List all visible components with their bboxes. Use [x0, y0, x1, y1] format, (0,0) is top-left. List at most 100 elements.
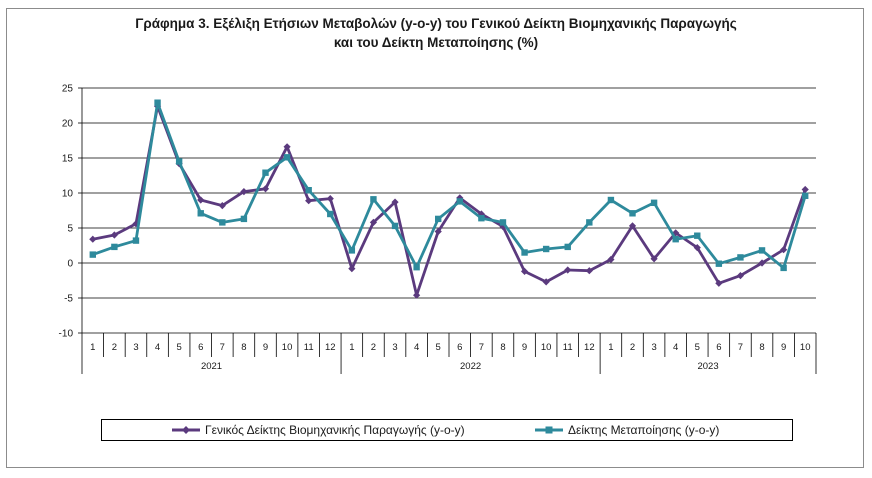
series-1-point [607, 196, 615, 204]
series-1-point [175, 158, 183, 165]
series-0-point [348, 265, 356, 273]
x-tick-label-month: 12 [325, 342, 336, 353]
x-tick-label-month: 10 [541, 342, 552, 353]
x-tick-label-year: 2021 [201, 361, 222, 372]
axes [78, 87, 817, 374]
legend-swatch-diamond [172, 426, 200, 434]
legend-swatch-square [535, 426, 563, 434]
y-tick-label: 0 [67, 259, 73, 270]
series-1-point [219, 219, 226, 226]
x-tick-label-month: 2 [630, 342, 635, 353]
y-tick-label: -10 [59, 329, 74, 340]
series-1-point [456, 198, 463, 205]
x-tick-label-month: 8 [241, 342, 246, 353]
gridlines [82, 87, 816, 334]
series-1-point [327, 210, 334, 218]
series-layer [89, 99, 809, 299]
x-tick-label-month: 9 [263, 342, 268, 353]
series-0-point [801, 185, 809, 194]
series-1-point [521, 249, 528, 256]
series-0-point [89, 235, 97, 243]
series-1-point [586, 219, 593, 226]
y-tick-label: 20 [62, 119, 74, 130]
x-tick-label-month: 3 [133, 342, 138, 353]
chart-title: Γράφημα 3. Εξέλιξη Ετήσιων Μεταβολών (y-… [0, 14, 872, 52]
series-1-point [240, 215, 248, 223]
x-tick-label-month: 1 [608, 342, 613, 353]
series-1-point [89, 251, 96, 258]
chart-title-line-2: και του Δείκτη Μεταποίησης (%) [333, 35, 539, 50]
series-0-point [391, 198, 399, 206]
series-0-point [780, 246, 788, 254]
series-1-point [370, 196, 377, 203]
series-0-point [413, 291, 421, 299]
series-0-point [585, 267, 593, 275]
series-0-point [218, 202, 226, 210]
x-tick-label-month: 5 [436, 342, 441, 353]
x-tick-label-month: 7 [738, 342, 743, 353]
series-1-point [672, 236, 679, 243]
x-tick-label-month: 9 [781, 342, 786, 353]
legend-label-industrial: Γενικός Δείκτης Βιομηχανικής Παραγωγής (… [205, 423, 465, 437]
x-tick-label-month: 8 [759, 342, 764, 353]
series-1-point [391, 222, 399, 230]
series-0-point [240, 188, 248, 196]
series-0-point [283, 143, 291, 151]
series-1-point [283, 154, 291, 161]
series-1-point [478, 215, 485, 222]
series-0-point [110, 231, 118, 239]
y-tick-labels: 25 20 15 10 5 0 -5 -10 [59, 84, 74, 340]
series-1-point [262, 169, 269, 176]
series-1-point [154, 99, 161, 106]
series-1-point [629, 210, 636, 217]
series-0-point [434, 227, 442, 236]
x-tick-label-year: 2022 [460, 361, 481, 372]
series-0-point [305, 197, 313, 205]
x-tick-label-month: 4 [414, 342, 419, 353]
x-tick-label-year: 2023 [697, 361, 718, 372]
x-tick-label-month: 10 [800, 342, 811, 353]
x-tick-label-month: 12 [584, 342, 595, 353]
x-tick-labels: 1 2 3 4 5 6 7 8 9 10 11 12 1 2 3 4 5 6 7 8 9 10 11 12 1 2 3 4 5 6 7 8 9 1… [90, 342, 810, 372]
x-tick-label-month: 6 [198, 342, 203, 353]
x-tick-label-month: 9 [522, 342, 527, 353]
series-1-point [694, 232, 701, 239]
x-tick-label-month: 6 [716, 342, 721, 353]
series-0-point [607, 255, 615, 264]
x-tick-label-month: 5 [176, 342, 181, 353]
y-tick-label: 5 [67, 224, 73, 235]
series-1-point [132, 237, 140, 244]
x-tick-label-month: 6 [457, 342, 462, 353]
series-1-point [802, 192, 809, 199]
x-tick-label-month: 4 [673, 342, 678, 353]
chart-title-line-1: Γράφημα 3. Εξέλιξη Ετήσιων Μεταβολών (y-… [135, 16, 737, 31]
x-tick-label-month: 3 [651, 342, 656, 353]
x-tick-label-month: 5 [695, 342, 700, 353]
series-1-point [650, 199, 658, 206]
x-tick-label-month: 11 [563, 342, 573, 353]
series-1-point [715, 260, 723, 267]
series-0-point [650, 255, 658, 263]
series-1-point [348, 247, 356, 254]
series-0-point [715, 279, 723, 287]
series-1-point [305, 187, 312, 194]
legend-entry-industrial: Γενικός Δείκτης Βιομηχανικής Παραγωγής (… [172, 420, 465, 440]
x-tick-label-month: 11 [304, 342, 314, 353]
series-0-point [564, 266, 572, 274]
series-1-point [758, 247, 766, 254]
x-tick-label-month: 4 [155, 342, 160, 353]
series-1-point [197, 210, 204, 217]
series-0-point [693, 244, 701, 252]
x-tick-label-month: 10 [282, 342, 293, 353]
x-tick-label-month: 7 [479, 342, 484, 353]
series-1-point [737, 254, 744, 261]
series-0-point [628, 222, 637, 230]
series-1-point [542, 245, 550, 253]
legend-label-manufacturing: Δείκτης Μεταποίησης (y-o-y) [568, 423, 720, 437]
series-0-point [197, 196, 205, 204]
series-0-point [326, 195, 334, 203]
x-tick-label-month: 2 [371, 342, 376, 353]
x-tick-label-month: 1 [349, 342, 354, 353]
series-line-0 [91, 104, 807, 297]
